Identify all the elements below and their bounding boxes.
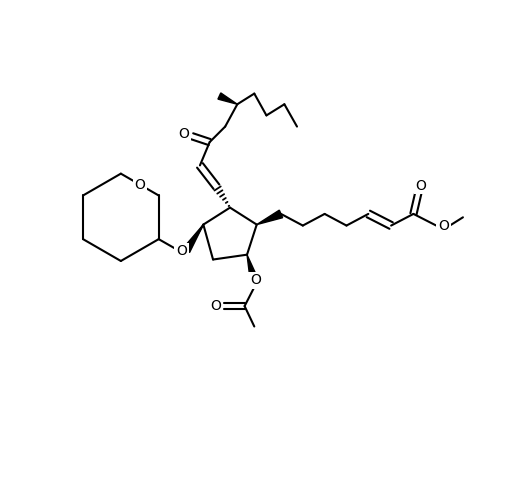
Text: O: O [438, 219, 449, 233]
Text: O: O [210, 299, 221, 313]
Text: O: O [416, 179, 426, 193]
Text: O: O [178, 127, 189, 141]
Polygon shape [247, 255, 258, 282]
Text: O: O [134, 178, 145, 192]
Text: O: O [250, 273, 261, 287]
Text: O: O [176, 244, 187, 258]
Polygon shape [257, 210, 282, 224]
Polygon shape [218, 93, 237, 104]
Polygon shape [183, 224, 203, 252]
